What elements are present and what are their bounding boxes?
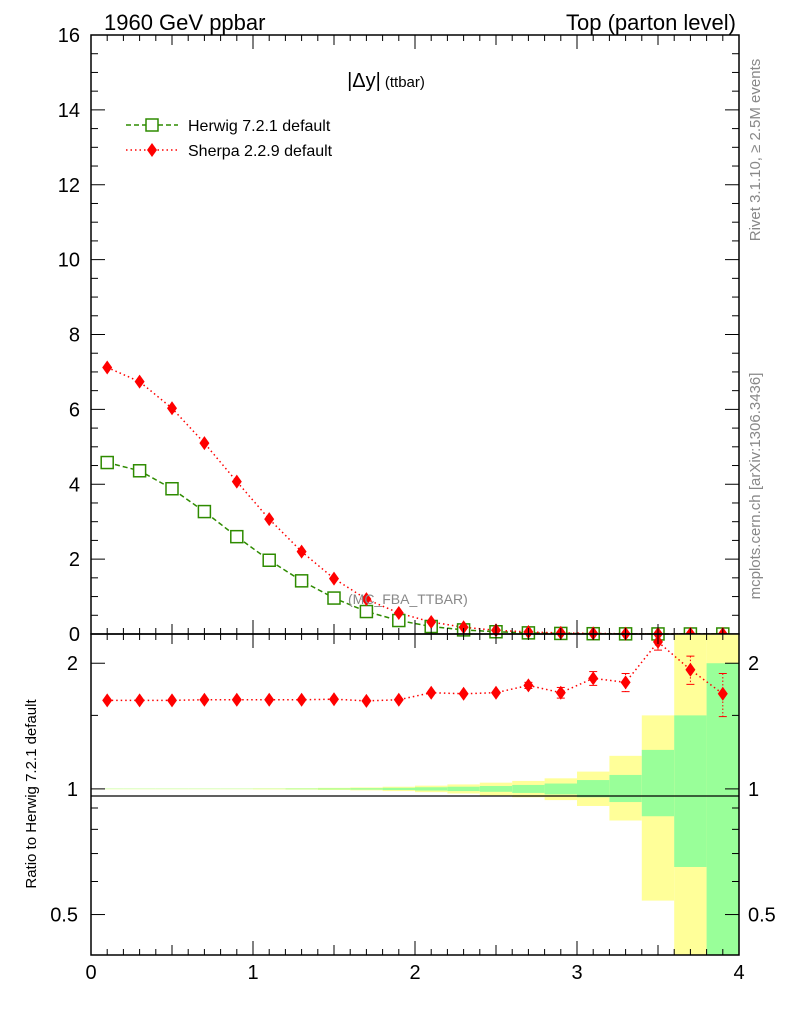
main-ytick-label: 8 <box>69 325 80 347</box>
ratio-sherpa-point <box>620 675 631 690</box>
ratio-sherpa-point <box>717 686 728 701</box>
herwig-point <box>230 529 244 544</box>
ratio-ytick-label-right: 2 <box>748 653 759 675</box>
main-ytick-label: 0 <box>69 624 80 646</box>
ratio-xtick-label: 2 <box>409 962 420 984</box>
ratio-sherpa-point <box>491 685 501 700</box>
sherpa-point <box>167 401 177 416</box>
sherpa-point <box>458 620 469 635</box>
ratio-sherpa-point <box>264 692 275 707</box>
ratio-sherpa-line <box>107 640 724 702</box>
ratio-sherpa-point <box>555 685 566 700</box>
ratio-sherpa-point <box>523 678 534 693</box>
herwig-point <box>262 553 276 567</box>
ratio-inner-band <box>544 783 577 795</box>
ratio-inner-band <box>350 788 383 790</box>
legend-herwig-label: Herwig 7.2.1 default <box>188 118 331 135</box>
ratio-inner-band <box>512 784 545 793</box>
ratio-sherpa-point <box>134 693 145 708</box>
sherpa-point <box>231 474 242 489</box>
sherpa-point <box>134 374 145 389</box>
sherpa-point <box>264 512 275 527</box>
ratio-sherpa-point <box>361 693 372 708</box>
ratio-plot-frame <box>90 633 740 956</box>
ratio-xtick-label: 4 <box>733 962 744 984</box>
main-ytick-label: 2 <box>69 549 80 571</box>
sherpa-point <box>361 592 372 607</box>
ratio-inner-band <box>641 749 675 817</box>
ratio-xtick-label: 0 <box>85 962 96 984</box>
ratio-sherpa-point <box>329 692 339 707</box>
ratio-sherpa-point <box>199 692 210 707</box>
herwig-point <box>294 574 309 588</box>
ratio-inner-band <box>447 786 480 792</box>
main-ytick-label: 6 <box>69 399 80 421</box>
main-plot: 0 2 4 6 8 10 12 14 16 |Δy| (ttbar) (MC_FBA_TTBAR)… <box>58 25 740 646</box>
legend-sherpa-label: Sherpa 2.2.9 default <box>188 143 333 160</box>
ratio-sherpa-point <box>296 692 307 707</box>
main-ytick-label: 10 <box>58 250 80 272</box>
ratio-ytick-label: 1 <box>67 779 78 801</box>
ratio-sherpa-point <box>426 685 437 700</box>
ratio-inner-band <box>415 787 448 791</box>
herwig-point <box>165 481 179 496</box>
ratio-xtick-label: 1 <box>247 962 258 984</box>
ratio-sherpa-point <box>588 671 599 686</box>
ratio-inner-band <box>317 788 351 790</box>
ratio-ytick-label: 2 <box>67 653 78 675</box>
herwig-point <box>100 455 114 470</box>
ratio-inner-band <box>382 787 415 790</box>
legend: Herwig 7.2.1 default Sherpa 2.2.9 defaul… <box>126 118 333 160</box>
sherpa-point <box>199 436 210 451</box>
ratio-sherpa-point <box>393 692 404 707</box>
ratio-sherpa-point <box>102 693 113 708</box>
main-ytick-label: 16 <box>58 25 80 47</box>
mcplots-label: mcplots.cern.ch [arXiv:1306.3436] <box>747 373 764 600</box>
ratio-plot: 0 1 2 3 4 0.5 0.5 1 1 2 2 Ratio to Herwig 7.2.1 de… <box>23 633 776 984</box>
sherpa-point <box>102 360 113 375</box>
ratio-inner-band <box>609 774 642 803</box>
sherpa-point <box>393 606 404 621</box>
sherpa-point <box>426 615 437 630</box>
ratio-sherpa-point <box>685 662 696 677</box>
herwig-point <box>327 591 341 605</box>
ratio-sherpa-point <box>167 693 177 708</box>
legend-sherpa-marker <box>147 143 157 157</box>
sherpa-point <box>296 544 307 559</box>
legend-herwig-marker <box>145 118 159 132</box>
ratio-sherpa-point <box>458 686 469 701</box>
rivet-label: Rivet 3.1.10, ≥ 2.5M events <box>747 59 764 242</box>
ratio-inner-band <box>285 788 318 790</box>
herwig-point <box>197 504 212 519</box>
ratio-ytick-label-right: 0.5 <box>748 905 776 927</box>
ratio-inner-band <box>577 780 610 798</box>
ratio-xtick-label: 3 <box>571 962 582 984</box>
ratio-inner-band <box>706 663 739 955</box>
herwig-point <box>132 464 147 478</box>
main-ytick-label: 14 <box>58 100 80 122</box>
header-left: 1960 GeV ppbar <box>104 10 265 35</box>
ratio-ytick-label: 0.5 <box>50 905 78 927</box>
analysis-watermark: (MC_FBA_TTBAR) <box>348 591 468 607</box>
ratio-sherpa-point <box>231 692 242 707</box>
ratio-inner-band <box>479 786 513 792</box>
ratio-ylabel: Ratio to Herwig 7.2.1 default <box>23 699 40 889</box>
main-ytick-label: 12 <box>58 175 80 197</box>
herwig-series-line <box>107 461 723 635</box>
plot-title: |Δy| (ttbar) <box>347 70 425 92</box>
herwig-point <box>359 604 374 619</box>
sherpa-point <box>329 571 339 586</box>
ratio-ytick-label-right: 1 <box>748 779 759 801</box>
main-ytick-label: 4 <box>69 474 80 496</box>
ratio-inner-band <box>674 715 707 867</box>
header-right: Top (parton level) <box>566 10 736 35</box>
